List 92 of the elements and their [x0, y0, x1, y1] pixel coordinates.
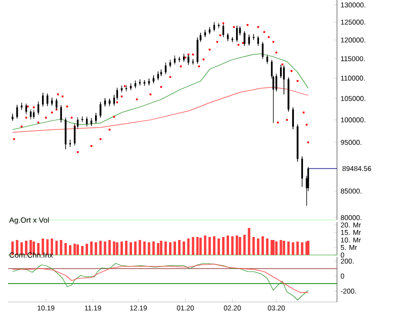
- bar: [212, 236, 216, 255]
- bar: [60, 240, 62, 255]
- bar: [199, 238, 202, 255]
- candlestick: [288, 77, 290, 112]
- candlestick: [204, 30, 206, 38]
- candlestick: [134, 80, 136, 88]
- candlestick: [222, 24, 224, 38]
- bar: [266, 238, 268, 255]
- candlestick: [64, 117, 66, 150]
- line-series: [12, 86, 308, 133]
- candlestick: [157, 71, 159, 80]
- bar: [256, 238, 260, 255]
- bar: [86, 244, 88, 255]
- candlestick: [86, 116, 88, 127]
- bar: [218, 238, 220, 255]
- candlestick: [152, 75, 154, 84]
- line-series: [12, 263, 308, 300]
- bar: [81, 246, 84, 255]
- bar: [174, 241, 176, 255]
- bar: [64, 242, 67, 255]
- candlestick: [20, 102, 23, 110]
- bar: [130, 242, 132, 255]
- candlestick: [192, 58, 194, 65]
- candlestick: [283, 65, 285, 95]
- candlestick: [213, 22, 216, 32]
- bar: [222, 236, 225, 255]
- bar: [280, 240, 282, 255]
- candlestick: [292, 107, 294, 130]
- candlestick: [196, 37, 198, 64]
- candlestick: [169, 60, 172, 68]
- bar: [120, 241, 123, 255]
- bar: [282, 240, 286, 255]
- candlestick: [178, 56, 180, 62]
- candlestick: [32, 110, 35, 120]
- bar: [208, 236, 211, 255]
- bar: [74, 244, 76, 255]
- candlestick: [12, 114, 14, 122]
- candlestick: [236, 25, 238, 42]
- bar: [143, 241, 146, 255]
- candlestick: [226, 32, 229, 42]
- candlestick: [37, 101, 40, 115]
- bar: [76, 244, 79, 255]
- candlestick: [125, 85, 128, 92]
- candlestick: [51, 97, 53, 106]
- bar: [296, 241, 299, 255]
- candlestick: [232, 36, 234, 42]
- bar: [236, 235, 238, 255]
- bar: [204, 235, 206, 255]
- candlestick: [100, 102, 102, 118]
- candlestick: [188, 54, 190, 66]
- bar: [94, 242, 98, 255]
- candlestick: [42, 92, 44, 107]
- bar: [164, 241, 167, 255]
- candlestick: [60, 104, 62, 123]
- candlestick: [120, 86, 123, 93]
- candlestick: [69, 139, 72, 148]
- bar: [108, 240, 111, 255]
- candlestick: [218, 22, 220, 29]
- bar: [231, 236, 234, 255]
- candlestick: [95, 112, 97, 124]
- candlestick: [160, 69, 162, 76]
- bar: [226, 235, 230, 255]
- candlestick: [144, 80, 146, 86]
- bar: [152, 241, 155, 255]
- bar: [178, 240, 181, 255]
- candlestick: [164, 62, 167, 74]
- candlestick: [301, 156, 303, 188]
- candlestick: [108, 98, 110, 106]
- candlestick: [248, 34, 250, 46]
- candlestick: [257, 36, 260, 46]
- bar: [156, 242, 160, 255]
- candlestick: [90, 118, 92, 126]
- candlestick: [16, 104, 18, 119]
- candlestick: [81, 116, 84, 122]
- candlestick: [46, 93, 48, 106]
- bar: [134, 241, 137, 255]
- bar: [169, 242, 172, 255]
- candlestick: [296, 124, 298, 162]
- candlestick: [252, 34, 254, 40]
- bar: [68, 245, 72, 255]
- line-series: [12, 53, 308, 130]
- candlestick: [208, 26, 211, 34]
- candlestick: [148, 78, 150, 86]
- bar: [160, 240, 162, 255]
- candlestick: [104, 98, 106, 107]
- bar: [90, 241, 93, 255]
- bar: [187, 238, 190, 255]
- candlestick: [174, 55, 176, 65]
- candlestick: [139, 79, 141, 86]
- bar: [248, 228, 250, 255]
- bar: [300, 242, 304, 255]
- bar: [182, 241, 186, 255]
